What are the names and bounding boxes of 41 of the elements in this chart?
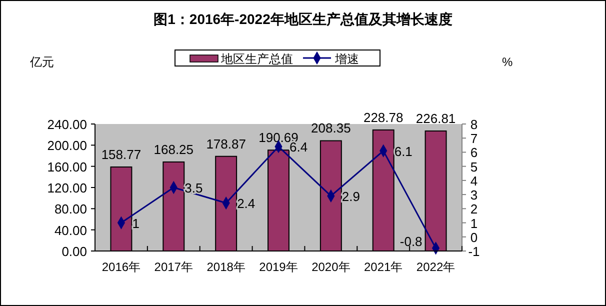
data-label: 178.87 — [206, 136, 246, 152]
x-tick-label: 2016年 — [102, 260, 141, 274]
y2-tick-label: 5 — [470, 159, 478, 174]
y-tick-label: 160.00 — [47, 159, 87, 174]
data-label: 208.35 — [311, 120, 351, 136]
data-label: 2.9 — [342, 188, 360, 204]
x-tick-label: 2020年 — [312, 260, 350, 274]
data-label: 3.5 — [184, 180, 203, 196]
data-label: -0.8 — [400, 234, 422, 250]
data-label: 2.4 — [237, 196, 256, 212]
y-tick-label: 40.00 — [54, 222, 87, 238]
data-label: 1 — [132, 216, 140, 231]
y-tick-label: 200.00 — [47, 138, 87, 154]
x-tick-label: 2017年 — [154, 260, 193, 274]
data-label: 6.1 — [394, 144, 412, 159]
x-tick-label: 2022年 — [416, 260, 456, 274]
y-tick-label: 240.00 — [47, 117, 87, 132]
y2-tick-label: 2 — [470, 202, 478, 217]
x-tick-label: 2018年 — [206, 260, 246, 274]
chart-title: 图1：2016年-2022年地区生产总值及其增长速度 — [154, 11, 452, 27]
y2-tick-label: 4 — [470, 173, 478, 188]
x-tick-label: 2021年 — [364, 260, 403, 274]
y2-tick-label: 8 — [470, 117, 478, 132]
y-tick-label: 80.00 — [54, 202, 87, 217]
data-label: 158.77 — [101, 146, 142, 162]
y2-tick-label: 7 — [470, 131, 478, 146]
y2-tick-label: 0 — [470, 230, 478, 245]
data-label: 228.78 — [363, 110, 404, 125]
y-tick-label: 0.00 — [62, 244, 87, 259]
y2-axis-title: % — [502, 55, 513, 69]
y2-tick-label: 3 — [470, 188, 478, 203]
y2-tick-label: -1 — [468, 244, 480, 259]
data-label: 226.81 — [416, 110, 456, 126]
legend-label: 地区生产总值 — [220, 52, 293, 66]
y2-tick-label: 6 — [470, 145, 478, 160]
x-tick-label: 2019年 — [259, 260, 298, 274]
y-tick-label: 120.00 — [47, 180, 87, 196]
y-axis-title: 亿元 — [29, 55, 54, 69]
data-label: 168.25 — [154, 142, 194, 157]
legend-label: 增速 — [334, 52, 359, 66]
y2-tick-label: 1 — [470, 216, 478, 231]
